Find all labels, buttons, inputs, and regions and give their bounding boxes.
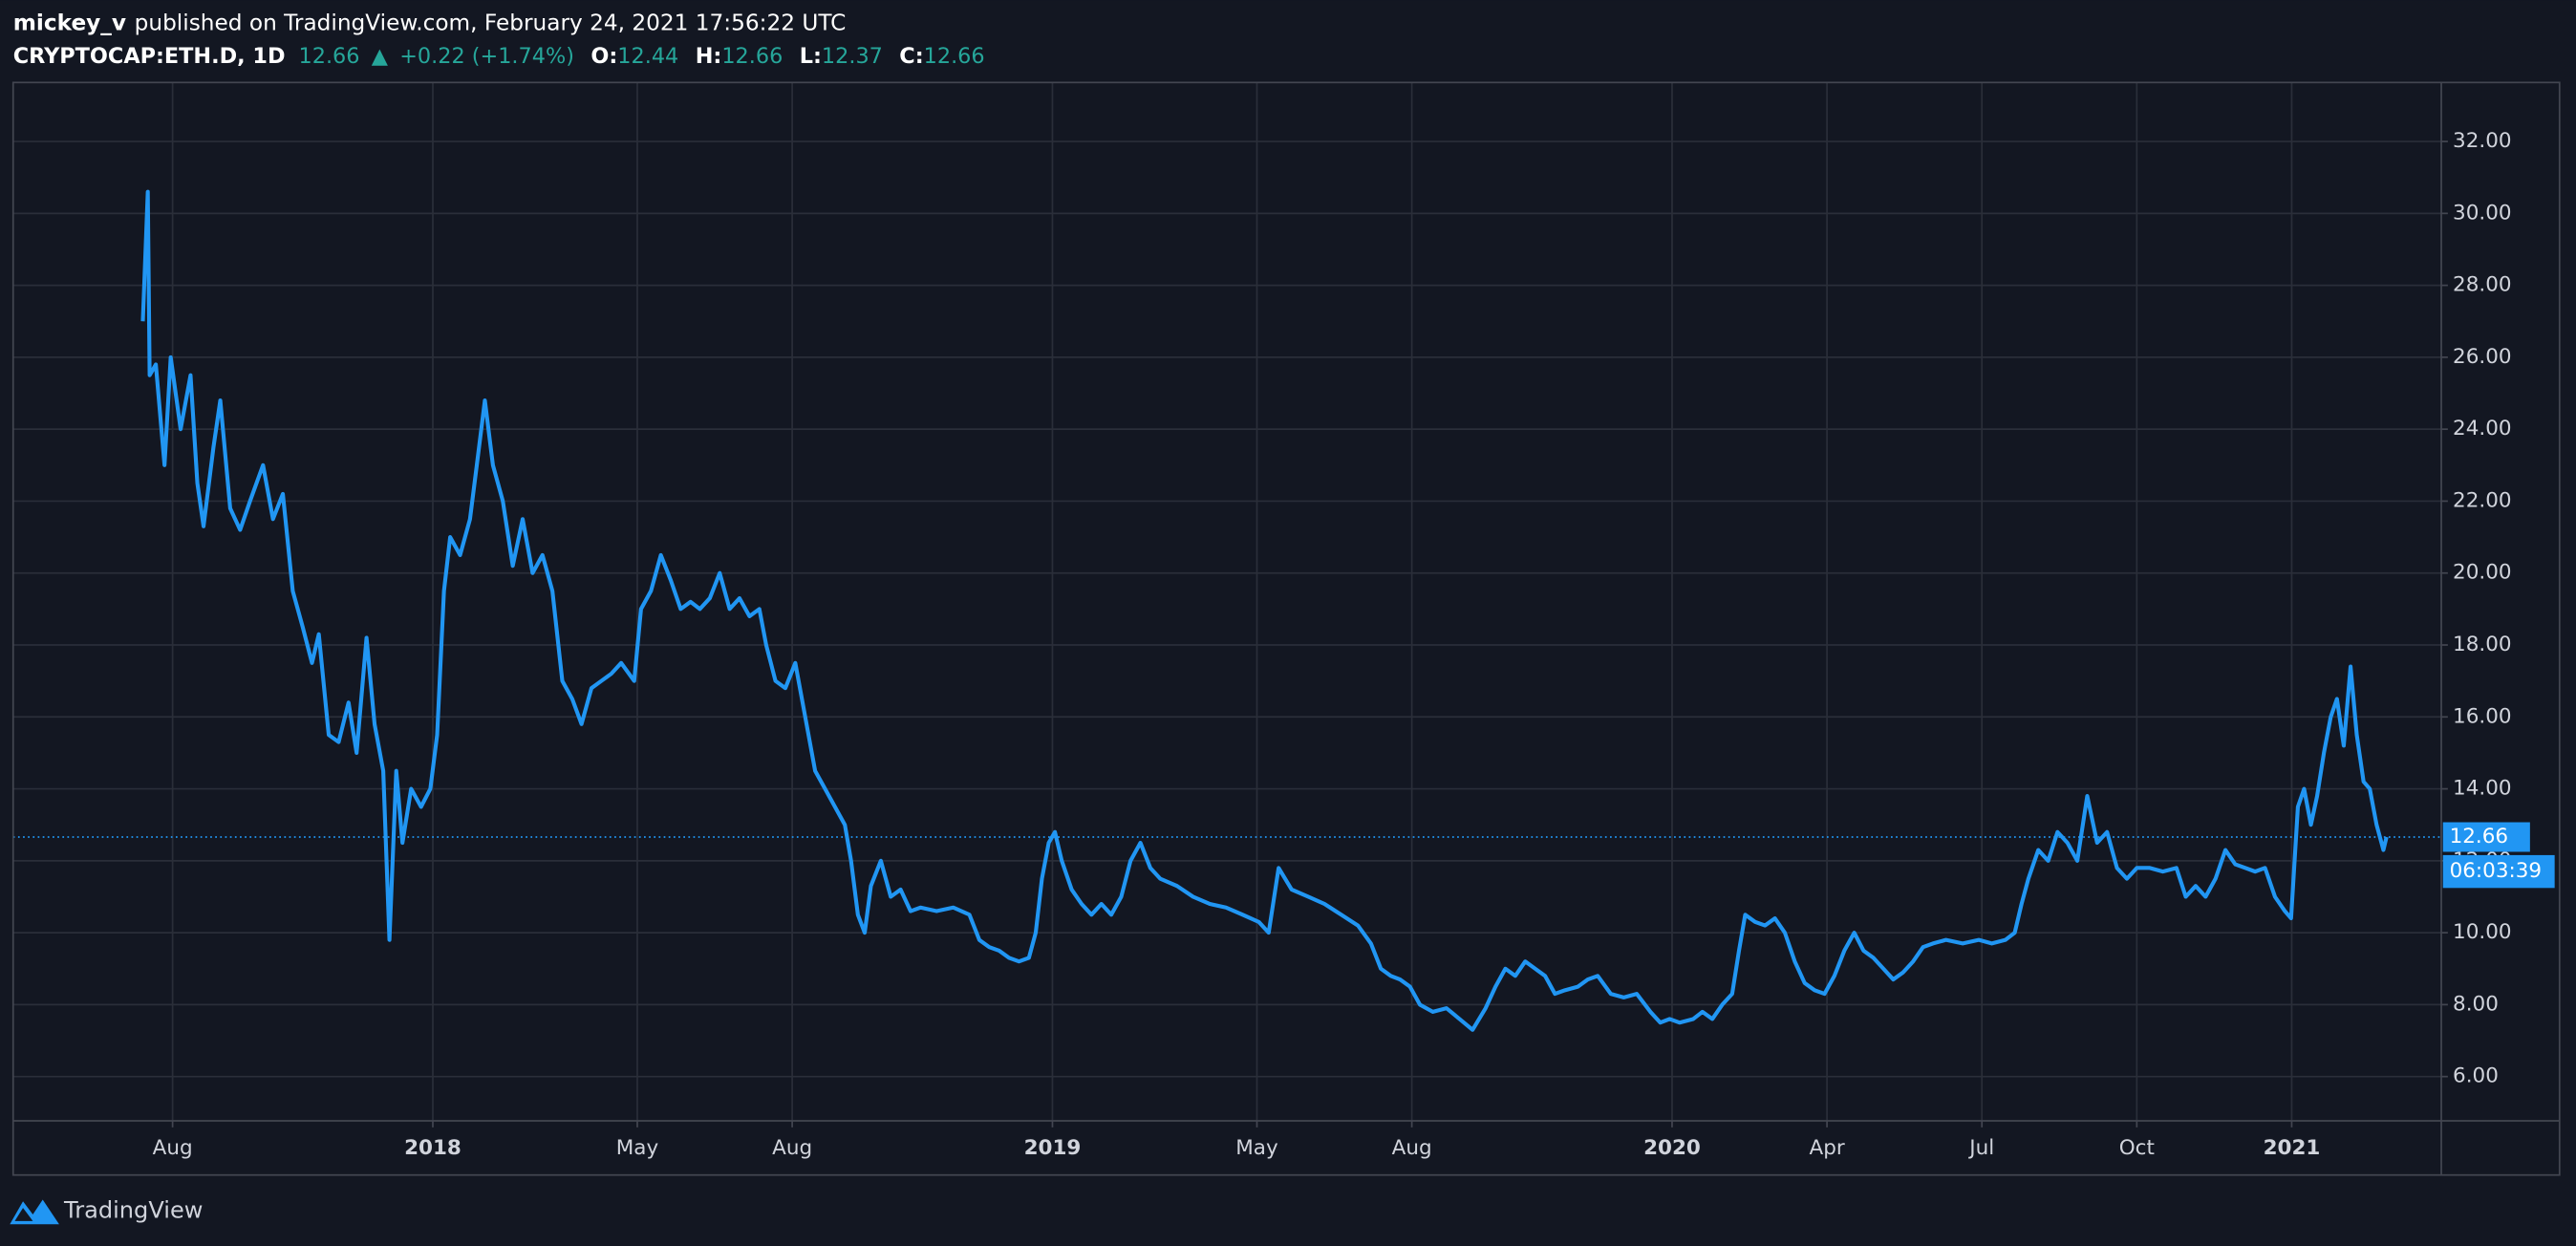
published: published on TradingView.com, February 2… [135,10,847,35]
y-tick-label: 22.00 [2453,488,2512,512]
y-tick-label: 6.00 [2453,1064,2499,1088]
y-tick-label: 14.00 [2453,777,2512,801]
ohlc-value: 12.37 [822,43,883,68]
last-price-label: 12.66 [2450,825,2509,849]
logo-cut [14,1208,33,1221]
brand: TradingView [63,1197,203,1224]
y-tick-label: 10.00 [2453,920,2512,944]
y-tick-label: 8.00 [2453,992,2499,1016]
grid [12,82,2442,1121]
y-tick-label: 16.00 [2453,704,2512,728]
y-tick-label: 20.00 [2453,561,2512,585]
x-tick-label: Aug [772,1136,812,1160]
ohlc-label: O: [590,43,617,68]
chart-frame [11,81,2561,1176]
symbol: CRYPTOCAP:ETH.D, 1D [13,43,286,68]
ohlc-value: 12.66 [924,43,985,68]
last-price-tag [2442,822,2530,852]
plot [12,189,2442,1032]
ohlc-label: L: [800,43,822,68]
legend: CRYPTOCAP:ETH.D, 1D 12.66 ▲ +0.22 (+1.74… [13,43,985,68]
y-tick-label: 28.00 [2453,273,2512,297]
x-tick-label: Jul [1967,1136,1994,1160]
x-tick-label: Apr [1810,1136,1845,1160]
x-tick-label: 2021 [2264,1136,2321,1160]
price-line [140,189,2389,1032]
countdown-tag [2442,854,2555,889]
ohlc-value: 12.66 [721,43,783,68]
y-tick-label: 24.00 [2453,417,2512,440]
x-tick-label: 2019 [1024,1136,1082,1160]
y-tick-label: 32.00 [2453,129,2512,153]
ohlc-label: H: [696,43,722,68]
x-tick-label: Aug [1392,1136,1432,1160]
header: mickey_v published on TradingView.com, Fe… [13,10,847,35]
x-tick-label: May [1235,1136,1278,1160]
arrow: ▲ [372,43,389,68]
x-tick-label: 2018 [404,1136,462,1160]
close: 12.66 [299,43,360,68]
x-tick-label: May [616,1136,659,1160]
brand-logo: TradingView [10,1197,203,1225]
change: +0.22 (+1.74%) [399,43,574,68]
x-tick-label: Aug [153,1136,193,1160]
axes: 6.008.0010.0012.0014.0016.0018.0020.0022… [153,129,2555,1160]
y-tick-label: 26.00 [2453,345,2512,369]
x-tick-label: Oct [2119,1136,2155,1160]
ohlc-label: C: [899,43,923,68]
x-tick-label: 2020 [1643,1136,1701,1160]
y-tick-label: 30.00 [2453,201,2512,225]
author: mickey_v [13,10,126,35]
y-tick-label: 18.00 [2453,633,2512,656]
ohlc-value: 12.44 [617,43,678,68]
countdown: 06:03:39 [2450,859,2543,883]
